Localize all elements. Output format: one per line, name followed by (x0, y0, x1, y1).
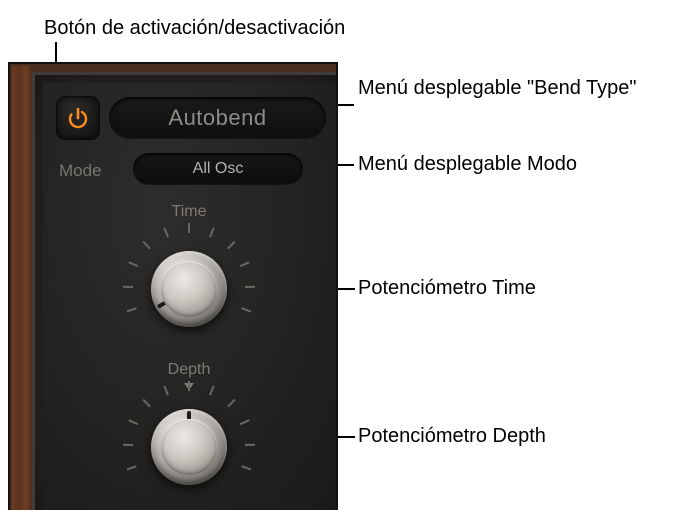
annotation-depth: Potenciómetro Depth (358, 424, 546, 449)
time-knob-area (119, 219, 259, 359)
depth-knob-area (119, 377, 259, 517)
depth-knob[interactable] (151, 409, 227, 485)
panel-bevel: Autobend Mode All Osc Time Depth (32, 72, 336, 510)
power-button[interactable] (57, 97, 99, 139)
annotation-power: Botón de activación/desactivación (44, 16, 345, 41)
mode-dropdown[interactable]: All Osc (133, 153, 303, 185)
mode-value: All Osc (193, 160, 244, 178)
synth-panel-frame: Autobend Mode All Osc Time Depth (8, 62, 338, 510)
wood-trim (12, 66, 32, 510)
time-knob[interactable] (151, 251, 227, 327)
panel-surface: Autobend Mode All Osc Time Depth (43, 83, 336, 510)
depth-knob-pointer (187, 411, 191, 425)
annotation-mode: Menú desplegable Modo (358, 152, 577, 177)
annotation-time: Potenciómetro Time (358, 276, 536, 301)
bend-type-value: Autobend (168, 105, 266, 131)
time-knob-pointer (157, 298, 171, 308)
bend-type-dropdown[interactable]: Autobend (109, 97, 326, 139)
mode-caption: Mode (59, 161, 102, 181)
power-icon (66, 106, 90, 130)
annotation-bendtype: Menú desplegable "Bend Type" (358, 76, 678, 101)
